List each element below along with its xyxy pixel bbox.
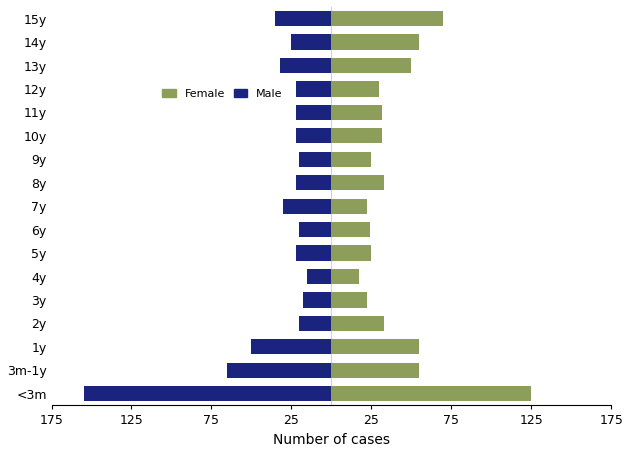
- Bar: [331, 81, 379, 97]
- Bar: [331, 58, 411, 73]
- Bar: [331, 105, 382, 120]
- Bar: [331, 198, 367, 214]
- Bar: [299, 316, 331, 331]
- Bar: [296, 246, 331, 261]
- Bar: [296, 81, 331, 97]
- Bar: [251, 339, 331, 355]
- X-axis label: Number of cases: Number of cases: [273, 433, 390, 447]
- Bar: [331, 11, 444, 26]
- Bar: [331, 35, 420, 50]
- Bar: [302, 292, 331, 308]
- Bar: [84, 386, 331, 401]
- Bar: [331, 246, 371, 261]
- Bar: [296, 175, 331, 190]
- Bar: [331, 128, 382, 143]
- Bar: [296, 105, 331, 120]
- Bar: [331, 292, 367, 308]
- Bar: [331, 339, 420, 355]
- Bar: [296, 128, 331, 143]
- Bar: [307, 269, 331, 284]
- Bar: [331, 222, 370, 237]
- Bar: [331, 269, 358, 284]
- Bar: [275, 11, 331, 26]
- Bar: [280, 58, 331, 73]
- Legend: Female, Male: Female, Male: [158, 84, 287, 103]
- Bar: [331, 363, 420, 378]
- Bar: [299, 152, 331, 167]
- Bar: [331, 152, 371, 167]
- Bar: [291, 35, 331, 50]
- Bar: [331, 175, 384, 190]
- Bar: [331, 386, 531, 401]
- Bar: [227, 363, 331, 378]
- Bar: [331, 316, 384, 331]
- Bar: [284, 198, 331, 214]
- Bar: [299, 222, 331, 237]
